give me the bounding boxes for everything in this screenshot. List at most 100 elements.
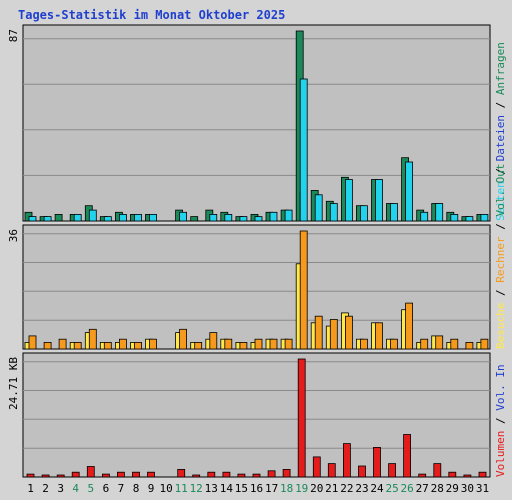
x-tick-label: 16 xyxy=(250,482,263,495)
x-tick-label: 11 xyxy=(175,482,188,495)
bar-volumen-day-29 xyxy=(448,471,457,478)
bar-volumen-day-2 xyxy=(41,474,50,478)
bar-seiten-day-16 xyxy=(254,216,263,222)
bar-volumen-day-27 xyxy=(418,473,427,478)
bar-seiten-day-7 xyxy=(119,213,127,222)
bar-seiten-day-5 xyxy=(88,209,97,222)
bar-seiten-day-22 xyxy=(344,179,353,222)
bar-rechner-day-24 xyxy=(375,322,383,350)
x-tick-label: 21 xyxy=(325,482,338,495)
bar-seiten-day-18 xyxy=(284,209,293,222)
bar-volumen-day-24 xyxy=(373,446,381,478)
panel-bottom: 24.71 KB xyxy=(7,352,491,478)
panel-middle: 36 xyxy=(7,224,491,350)
x-tick-label: 19 xyxy=(295,482,308,495)
bar-rechner-day-22 xyxy=(344,315,353,350)
bar-seiten-day-19 xyxy=(299,78,308,222)
bar-seiten-day-28 xyxy=(435,203,444,222)
y-max-label: 36 xyxy=(7,229,20,242)
bar-seiten-day-20 xyxy=(314,194,323,222)
bar-seiten-day-24 xyxy=(375,179,383,222)
x-tick-label: 12 xyxy=(190,482,203,495)
legend-separator: / xyxy=(494,95,507,115)
bar-rechner-day-27 xyxy=(420,338,429,350)
bar-seiten-day-17 xyxy=(269,211,278,222)
bar-rechner-day-20 xyxy=(314,315,323,350)
bar-seiten-day-29 xyxy=(450,213,459,222)
bar-volumen-day-16 xyxy=(252,473,261,478)
legend-separator: / xyxy=(494,217,507,237)
bar-seiten-day-8 xyxy=(134,213,142,222)
x-tick-label: 8 xyxy=(133,482,140,495)
bar-anfragen-day-12 xyxy=(190,216,199,222)
bar-rechner-day-9 xyxy=(149,338,157,350)
bar-rechner-day-14 xyxy=(224,338,233,350)
bar-seiten-day-14 xyxy=(224,213,233,222)
x-tick-label: 3 xyxy=(57,482,64,495)
x-tick-label: 1 xyxy=(27,482,34,495)
bar-volumen-day-22 xyxy=(342,443,351,478)
bar-rechner-day-19 xyxy=(299,230,308,350)
legend-entry-anfragen: Anfragen xyxy=(494,42,507,95)
bar-rechner-day-3 xyxy=(58,338,67,350)
bar-rechner-day-30 xyxy=(465,341,474,350)
bar-volumen-day-15 xyxy=(237,473,246,478)
x-tick-label: 6 xyxy=(103,482,110,495)
bar-volumen-day-30 xyxy=(463,474,472,478)
bar-volumen-day-17 xyxy=(267,470,276,478)
bar-rechner-day-8 xyxy=(134,341,142,350)
bar-volumen-day-11 xyxy=(177,468,186,478)
bar-seiten-day-11 xyxy=(179,211,188,222)
bar-rechner-day-7 xyxy=(119,338,127,350)
bar-rechner-day-12 xyxy=(194,341,203,350)
bar-volumen-day-12 xyxy=(192,474,201,478)
x-tick-label: 24 xyxy=(370,482,384,495)
bar-rechner-day-23 xyxy=(359,338,368,350)
bar-seiten-day-31 xyxy=(480,213,489,222)
bar-rechner-day-5 xyxy=(88,328,97,350)
bar-seiten-day-9 xyxy=(149,213,157,222)
bar-volumen-day-20 xyxy=(312,456,321,478)
bar-rechner-day-25 xyxy=(390,338,398,350)
bar-volumen-day-14 xyxy=(222,471,231,478)
legend-entry-volumen: Volumen xyxy=(494,431,507,477)
chart-title: Tages-Statistik im Monat Oktober 2025 xyxy=(18,8,285,22)
legend-entry-vol-in: Vol. In xyxy=(494,364,507,410)
chart-panels: 87 36 24.71 KB xyxy=(7,24,491,478)
x-tick-label: 29 xyxy=(446,482,459,495)
bar-rechner-day-29 xyxy=(450,338,459,350)
x-tick-label: 27 xyxy=(416,482,429,495)
bar-volumen-day-7 xyxy=(117,471,125,478)
bar-seiten-day-25 xyxy=(390,203,398,222)
legend-separator: / xyxy=(494,411,507,431)
bar-seiten-day-23 xyxy=(359,205,368,222)
bar-rechner-day-17 xyxy=(269,338,278,350)
x-tick-label: 10 xyxy=(159,482,172,495)
bar-seiten-day-2 xyxy=(43,216,52,222)
x-tick-label: 7 xyxy=(118,482,125,495)
bar-rechner-day-31 xyxy=(480,338,489,350)
x-tick-label: 28 xyxy=(431,482,444,495)
bar-volumen-day-25 xyxy=(388,463,397,478)
bar-volumen-day-1 xyxy=(26,473,35,478)
bar-volumen-day-23 xyxy=(358,465,366,478)
bar-seiten-day-26 xyxy=(405,161,414,222)
legend-entry-dateien: Dateien xyxy=(494,115,507,161)
bar-volumen-day-26 xyxy=(403,434,412,478)
legend-entry-seiten: Seiten xyxy=(494,181,507,221)
bar-volumen-day-9 xyxy=(147,471,155,478)
bar-volumen-day-5 xyxy=(86,466,95,478)
panel-top: 87 xyxy=(7,24,491,222)
x-tick-label: 2 xyxy=(42,482,49,495)
x-tick-label: 30 xyxy=(461,482,474,495)
bar-volumen-day-18 xyxy=(282,468,291,478)
legend-top: Seiten / Dateien / Anfragen xyxy=(494,42,507,221)
bar-seiten-day-4 xyxy=(73,213,82,222)
y-max-label: 24.71 KB xyxy=(7,357,20,410)
bar-rechner-day-2 xyxy=(43,341,52,350)
bar-rechner-day-26 xyxy=(405,302,414,350)
x-tick-label: 26 xyxy=(400,482,413,495)
x-tick-label: 14 xyxy=(220,482,234,495)
legend-bottom: Volumen / Vol. In xyxy=(494,364,507,477)
